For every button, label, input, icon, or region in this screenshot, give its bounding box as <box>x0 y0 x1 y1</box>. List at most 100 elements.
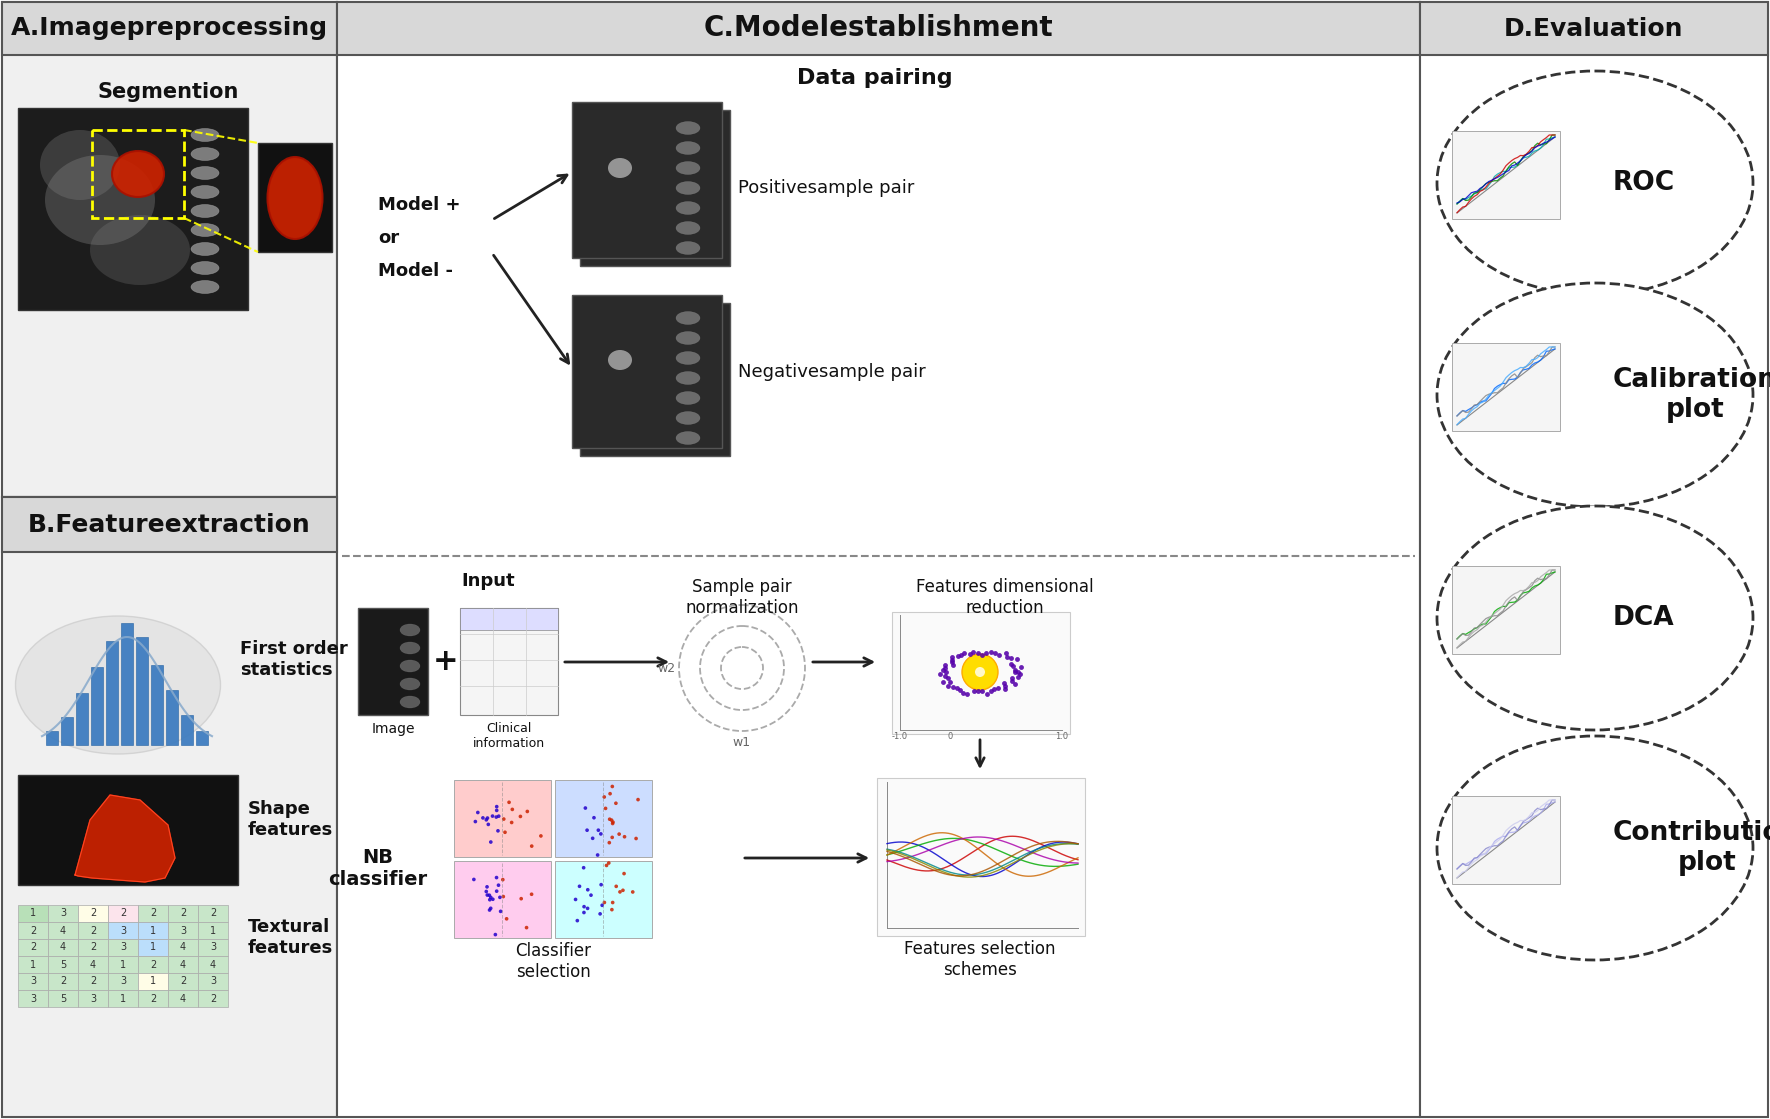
Ellipse shape <box>112 151 165 197</box>
Point <box>573 900 602 918</box>
Text: D.Evaluation: D.Evaluation <box>1504 17 1683 40</box>
Bar <box>78 939 108 956</box>
Bar <box>18 109 248 310</box>
Ellipse shape <box>191 224 219 236</box>
Text: 2: 2 <box>150 909 156 919</box>
Text: 4: 4 <box>181 994 186 1004</box>
Bar <box>556 780 651 857</box>
Bar <box>876 778 1085 935</box>
Point <box>609 882 637 900</box>
Text: 3: 3 <box>211 942 216 952</box>
Point <box>476 901 504 919</box>
Ellipse shape <box>191 129 219 141</box>
Point <box>598 811 627 829</box>
Ellipse shape <box>191 186 219 198</box>
Point <box>589 894 618 912</box>
Text: or: or <box>379 229 398 247</box>
Text: 5: 5 <box>60 994 65 1004</box>
Ellipse shape <box>676 181 699 195</box>
Bar <box>1420 2 1768 1117</box>
Point <box>476 833 504 850</box>
Bar <box>556 861 651 938</box>
Ellipse shape <box>676 392 699 404</box>
Point <box>490 810 519 828</box>
Bar <box>198 939 228 956</box>
Bar <box>138 905 168 922</box>
Point <box>513 802 542 820</box>
Text: Positivesample pair: Positivesample pair <box>738 179 915 197</box>
Point <box>460 871 489 888</box>
Text: 2: 2 <box>211 909 216 919</box>
Point <box>598 815 627 833</box>
Text: Segmention: Segmention <box>97 82 239 102</box>
Text: 2: 2 <box>181 977 186 987</box>
Polygon shape <box>74 794 175 882</box>
Bar <box>1420 2 1768 55</box>
Point <box>464 803 492 821</box>
Text: 3: 3 <box>30 994 35 1004</box>
Bar <box>138 990 168 1007</box>
Point <box>483 821 512 839</box>
Bar <box>48 939 78 956</box>
Text: 1.0: 1.0 <box>1055 732 1069 741</box>
Text: Classifier
selection: Classifier selection <box>515 942 591 980</box>
Circle shape <box>975 667 984 677</box>
Point <box>497 814 526 831</box>
Text: 5: 5 <box>60 959 65 969</box>
Ellipse shape <box>400 696 419 708</box>
Bar <box>453 861 550 938</box>
Bar <box>168 974 198 990</box>
Ellipse shape <box>676 331 699 345</box>
Ellipse shape <box>1437 506 1752 730</box>
Text: 3: 3 <box>120 925 126 935</box>
Bar <box>48 974 78 990</box>
Text: C.Modelestablishment: C.Modelestablishment <box>704 15 1053 43</box>
Bar <box>138 974 168 990</box>
Text: 3: 3 <box>90 994 96 1004</box>
Point <box>473 811 501 829</box>
Point <box>485 807 513 825</box>
Point <box>476 900 504 918</box>
Bar <box>138 956 168 974</box>
Bar <box>108 956 138 974</box>
Ellipse shape <box>400 678 419 690</box>
Bar <box>18 905 48 922</box>
Ellipse shape <box>191 262 219 274</box>
Text: DCA: DCA <box>1612 605 1674 631</box>
Ellipse shape <box>1437 283 1752 507</box>
Text: 2: 2 <box>150 959 156 969</box>
Text: 2: 2 <box>90 977 96 987</box>
Bar <box>108 939 138 956</box>
Point <box>462 812 490 830</box>
Point <box>492 910 520 928</box>
Bar <box>358 608 428 715</box>
Ellipse shape <box>400 642 419 653</box>
Text: Shape
features: Shape features <box>248 800 333 839</box>
Text: First order
statistics: First order statistics <box>241 640 347 679</box>
Bar <box>1451 566 1559 653</box>
Point <box>591 799 620 817</box>
Bar <box>166 690 179 745</box>
Ellipse shape <box>676 222 699 235</box>
Point <box>496 793 524 811</box>
Bar <box>581 110 729 266</box>
Bar <box>78 905 108 922</box>
Text: Data pairing: Data pairing <box>796 68 952 88</box>
Text: 3: 3 <box>60 909 65 919</box>
Point <box>561 891 589 909</box>
Text: A.Imagepreprocessing: A.Imagepreprocessing <box>11 17 327 40</box>
Point <box>563 912 591 930</box>
Text: 1: 1 <box>211 925 216 935</box>
Point <box>489 871 517 888</box>
Point <box>481 925 510 943</box>
Point <box>512 919 540 937</box>
Point <box>517 837 545 855</box>
Bar <box>198 922 228 939</box>
Text: 4: 4 <box>60 925 65 935</box>
Ellipse shape <box>191 205 219 217</box>
Bar <box>138 922 168 939</box>
Ellipse shape <box>191 167 219 179</box>
Bar <box>18 775 237 885</box>
Text: -1.0: -1.0 <box>892 732 908 741</box>
Point <box>596 784 625 802</box>
